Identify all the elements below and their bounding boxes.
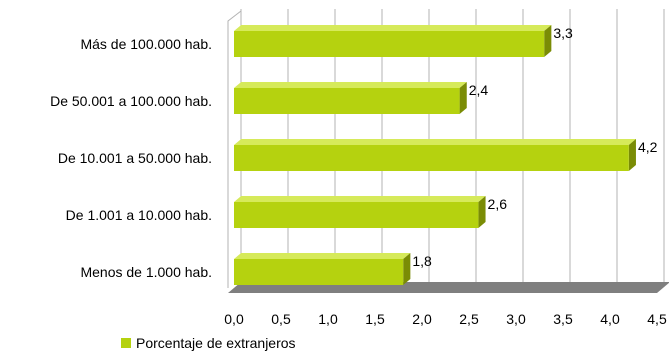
x-tick-label: 3,0 — [506, 311, 526, 327]
x-tick-label: 2,5 — [459, 311, 479, 327]
category-label: De 10.001 a 50.000 hab. — [58, 150, 212, 166]
category-labels: Más de 100.000 hab. De 50.001 a 100.000 h… — [50, 36, 212, 280]
category-label: Menos de 1.000 hab. — [80, 264, 212, 280]
value-labels: 3,3 2,4 4,2 2,6 1,8 — [412, 25, 657, 269]
bar-front-face — [234, 31, 545, 57]
x-tick-label: 3,5 — [553, 311, 573, 327]
category-label: Más de 100.000 hab. — [80, 36, 212, 52]
data-label: 4,2 — [638, 139, 658, 155]
bar-front-face — [234, 88, 460, 114]
data-label: 2,4 — [469, 82, 489, 98]
x-tick-label: 0,0 — [224, 311, 244, 327]
x-axis-tick-labels: 0,0 0,5 1,0 1,5 2,0 2,5 3,0 3,5 4,0 4,5 — [224, 311, 667, 327]
x-tick-label: 0,5 — [271, 311, 291, 327]
back-wall-edge — [227, 10, 242, 288]
legend-label: Porcentaje de extranjeros — [136, 335, 296, 351]
bar-side-face — [478, 195, 486, 228]
bar-top-face — [234, 252, 411, 259]
data-label: 1,8 — [412, 253, 432, 269]
bar — [234, 252, 411, 285]
bar-top-face — [234, 138, 636, 145]
bars — [234, 24, 636, 285]
bar — [234, 138, 636, 171]
x-tick-label: 1,0 — [318, 311, 338, 327]
bar-front-face — [234, 202, 479, 228]
x-tick-label: 4,5 — [647, 311, 667, 327]
legend: Porcentaje de extranjeros — [121, 334, 296, 352]
bar-side-face — [459, 81, 467, 114]
bar — [234, 24, 552, 57]
bar-front-face — [234, 145, 629, 171]
data-label: 3,3 — [553, 25, 573, 41]
x-tick-label: 1,5 — [365, 311, 385, 327]
bar-top-face — [234, 81, 467, 88]
bar-side-face — [544, 24, 552, 57]
bar — [234, 195, 486, 228]
x-tick-label: 2,0 — [412, 311, 432, 327]
category-label: De 1.001 a 10.000 hab. — [66, 207, 212, 223]
bar — [234, 81, 467, 114]
bar-side-face — [403, 252, 411, 285]
legend-swatch — [121, 338, 131, 348]
bar-side-face — [628, 138, 636, 171]
category-label: De 50.001 a 100.000 hab. — [50, 93, 212, 109]
bar-front-face — [234, 259, 404, 285]
x-tick-label: 4,0 — [600, 311, 620, 327]
bar-top-face — [234, 195, 486, 202]
bar-top-face — [234, 24, 552, 31]
data-label: 2,6 — [488, 196, 508, 212]
